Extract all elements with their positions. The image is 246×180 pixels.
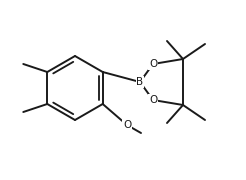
- Text: O: O: [149, 59, 157, 69]
- Text: O: O: [149, 95, 157, 105]
- Text: B: B: [137, 77, 144, 87]
- Text: O: O: [123, 120, 131, 130]
